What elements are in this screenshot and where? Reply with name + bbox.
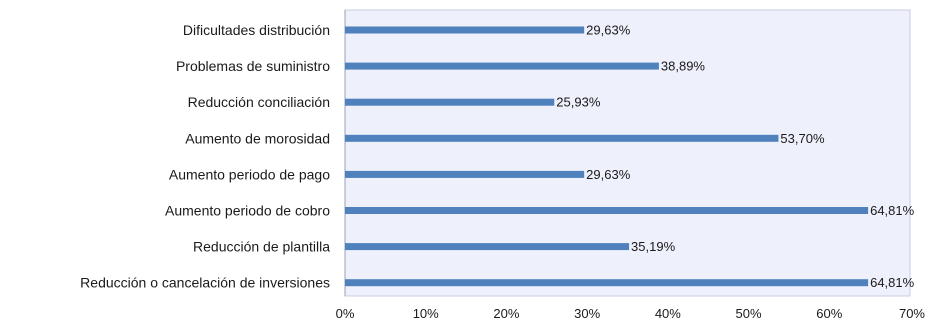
bar-0 <box>345 26 585 34</box>
x-tick-label-2: 20% <box>493 306 519 321</box>
bar-5 <box>345 207 869 214</box>
data-label-2: 25,93% <box>556 95 601 110</box>
x-tick-label-0: 0% <box>336 306 355 321</box>
data-label-0: 29,63% <box>586 23 631 38</box>
bar-6 <box>345 243 630 251</box>
plot-area <box>344 9 911 297</box>
data-label-1: 38,89% <box>661 59 706 74</box>
bar-7 <box>345 279 869 287</box>
x-tick-label-4: 40% <box>655 306 681 321</box>
category-label-5: Aumento periodo de cobro <box>165 203 330 219</box>
data-label-3: 53,70% <box>780 131 825 146</box>
bar-4 <box>345 170 585 178</box>
bars-group <box>345 26 869 287</box>
data-label-4: 29,63% <box>586 167 631 182</box>
x-tick-label-1: 10% <box>413 306 439 321</box>
data-label-5: 64,81% <box>870 203 915 218</box>
data-label-6: 35,19% <box>631 239 676 254</box>
category-label-6: Reducción de plantilla <box>193 239 330 255</box>
bar-2 <box>345 98 555 106</box>
category-label-0: Dificultades distribución <box>183 22 330 38</box>
category-label-1: Problemas de suministro <box>176 58 330 74</box>
category-label-2: Reducción conciliación <box>188 94 330 110</box>
category-labels: Dificultades distribución Problemas de su… <box>80 22 330 291</box>
category-label-3: Aumento de morosidad <box>185 130 330 146</box>
x-tick-label-7: 70% <box>899 306 925 321</box>
category-label-7: Reducción o cancelación de inversiones <box>80 275 330 291</box>
data-labels: 29,63% 38,89% 25,93% 53,70% 29,63% 64,81% 35,1… <box>556 23 914 291</box>
x-tick-label-3: 30% <box>574 306 600 321</box>
x-tick-label-5: 50% <box>736 306 762 321</box>
x-tick-labels: 0% 10% 20% 30% 40% 50% 60% 70% <box>336 306 926 321</box>
data-label-7: 64,81% <box>870 275 915 290</box>
category-label-4: Aumento periodo de pago <box>169 166 330 182</box>
bar-3 <box>345 134 779 142</box>
bar-1 <box>345 62 659 70</box>
x-tick-label-6: 60% <box>816 306 842 321</box>
